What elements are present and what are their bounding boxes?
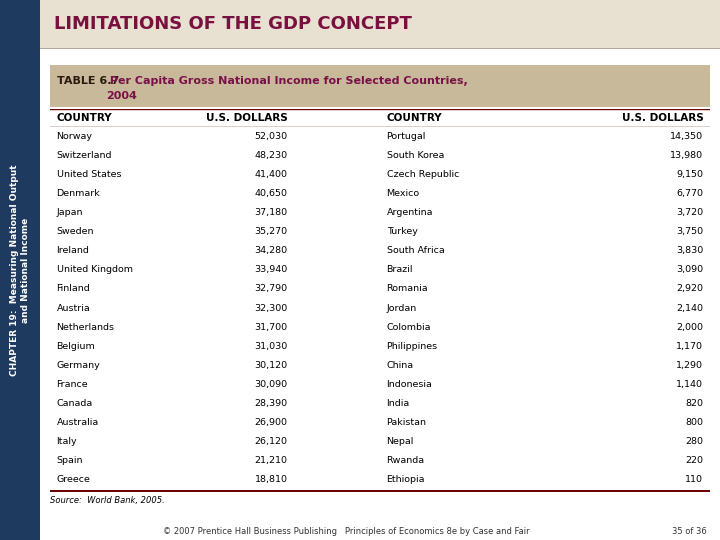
Text: 3,750: 3,750 — [676, 227, 703, 237]
Text: 31,700: 31,700 — [254, 322, 287, 332]
Text: Per Capita Gross National Income for Selected Countries,: Per Capita Gross National Income for Sel… — [106, 76, 468, 85]
Text: 220: 220 — [685, 456, 703, 465]
Text: 3,830: 3,830 — [676, 246, 703, 255]
Text: Spain: Spain — [57, 456, 83, 465]
Text: LIMITATIONS OF THE GDP CONCEPT: LIMITATIONS OF THE GDP CONCEPT — [53, 15, 411, 33]
Text: 33,940: 33,940 — [254, 265, 287, 274]
Text: Brazil: Brazil — [387, 265, 413, 274]
Text: Romania: Romania — [387, 285, 428, 293]
Text: COUNTRY: COUNTRY — [387, 113, 442, 123]
Text: Argentina: Argentina — [387, 208, 433, 217]
Text: Mexico: Mexico — [387, 189, 420, 198]
Text: 800: 800 — [685, 418, 703, 427]
Text: Pakistan: Pakistan — [387, 418, 426, 427]
Text: 21,210: 21,210 — [255, 456, 287, 465]
Text: South Korea: South Korea — [387, 151, 444, 160]
Text: China: China — [387, 361, 414, 370]
Text: 2,140: 2,140 — [676, 303, 703, 313]
Text: 26,900: 26,900 — [255, 418, 287, 427]
Text: 3,090: 3,090 — [676, 265, 703, 274]
Text: 13,980: 13,980 — [670, 151, 703, 160]
Text: Norway: Norway — [57, 132, 93, 141]
Text: 820: 820 — [685, 399, 703, 408]
Text: 280: 280 — [685, 437, 703, 446]
Text: Rwanda: Rwanda — [387, 456, 425, 465]
Text: Portugal: Portugal — [387, 132, 426, 141]
Text: © 2007 Prentice Hall Business Publishing   Principles of Economics 8e by Case an: © 2007 Prentice Hall Business Publishing… — [163, 526, 529, 536]
Text: United States: United States — [57, 170, 121, 179]
Text: U.S. DOLLARS: U.S. DOLLARS — [206, 113, 287, 123]
Text: India: India — [387, 399, 410, 408]
Text: 1,140: 1,140 — [676, 380, 703, 389]
Text: CHAPTER 19:  Measuring National Output
and National Income: CHAPTER 19: Measuring National Output an… — [10, 164, 30, 376]
Text: Turkey: Turkey — [387, 227, 418, 237]
Text: 32,300: 32,300 — [254, 303, 287, 313]
Text: Netherlands: Netherlands — [57, 322, 114, 332]
Text: 52,030: 52,030 — [254, 132, 287, 141]
Text: 1,170: 1,170 — [676, 342, 703, 350]
Text: Ethiopia: Ethiopia — [387, 475, 425, 484]
Text: 30,090: 30,090 — [254, 380, 287, 389]
Text: 14,350: 14,350 — [670, 132, 703, 141]
Text: 30,120: 30,120 — [254, 361, 287, 370]
Text: Austria: Austria — [57, 303, 90, 313]
Text: Finland: Finland — [57, 285, 90, 293]
Text: TABLE 6.7: TABLE 6.7 — [57, 76, 119, 85]
Text: United Kingdom: United Kingdom — [57, 265, 132, 274]
Text: Japan: Japan — [57, 208, 83, 217]
Text: Italy: Italy — [57, 437, 77, 446]
Text: Nepal: Nepal — [387, 437, 414, 446]
Text: Philippines: Philippines — [387, 342, 438, 350]
Text: Canada: Canada — [57, 399, 93, 408]
Text: 32,790: 32,790 — [254, 285, 287, 293]
Text: Germany: Germany — [57, 361, 100, 370]
Text: U.S. DOLLARS: U.S. DOLLARS — [621, 113, 703, 123]
Text: Colombia: Colombia — [387, 322, 431, 332]
Text: 9,150: 9,150 — [676, 170, 703, 179]
Text: France: France — [57, 380, 89, 389]
Text: Jordan: Jordan — [387, 303, 417, 313]
Text: 35 of 36: 35 of 36 — [672, 526, 706, 536]
Text: 26,120: 26,120 — [255, 437, 287, 446]
Text: 2004: 2004 — [106, 91, 137, 100]
Text: COUNTRY: COUNTRY — [57, 113, 112, 123]
Text: Australia: Australia — [57, 418, 99, 427]
Text: 18,810: 18,810 — [255, 475, 287, 484]
Text: 110: 110 — [685, 475, 703, 484]
Text: Switzerland: Switzerland — [57, 151, 112, 160]
Text: 2,920: 2,920 — [676, 285, 703, 293]
Text: Greece: Greece — [57, 475, 91, 484]
Text: Czech Republic: Czech Republic — [387, 170, 459, 179]
Text: 1,290: 1,290 — [676, 361, 703, 370]
Text: 6,770: 6,770 — [676, 189, 703, 198]
Text: 37,180: 37,180 — [254, 208, 287, 217]
Text: South Africa: South Africa — [387, 246, 444, 255]
Text: Source:  World Bank, 2005.: Source: World Bank, 2005. — [50, 496, 165, 505]
Text: 48,230: 48,230 — [254, 151, 287, 160]
Text: Belgium: Belgium — [57, 342, 95, 350]
Text: Indonesia: Indonesia — [387, 380, 433, 389]
Text: 2,000: 2,000 — [676, 322, 703, 332]
Text: 40,650: 40,650 — [255, 189, 287, 198]
Text: 35,270: 35,270 — [254, 227, 287, 237]
Text: Denmark: Denmark — [57, 189, 100, 198]
Text: 34,280: 34,280 — [254, 246, 287, 255]
Text: 41,400: 41,400 — [255, 170, 287, 179]
Text: Sweden: Sweden — [57, 227, 94, 237]
Text: Ireland: Ireland — [57, 246, 89, 255]
Text: 3,720: 3,720 — [676, 208, 703, 217]
Text: 31,030: 31,030 — [254, 342, 287, 350]
Text: 28,390: 28,390 — [254, 399, 287, 408]
